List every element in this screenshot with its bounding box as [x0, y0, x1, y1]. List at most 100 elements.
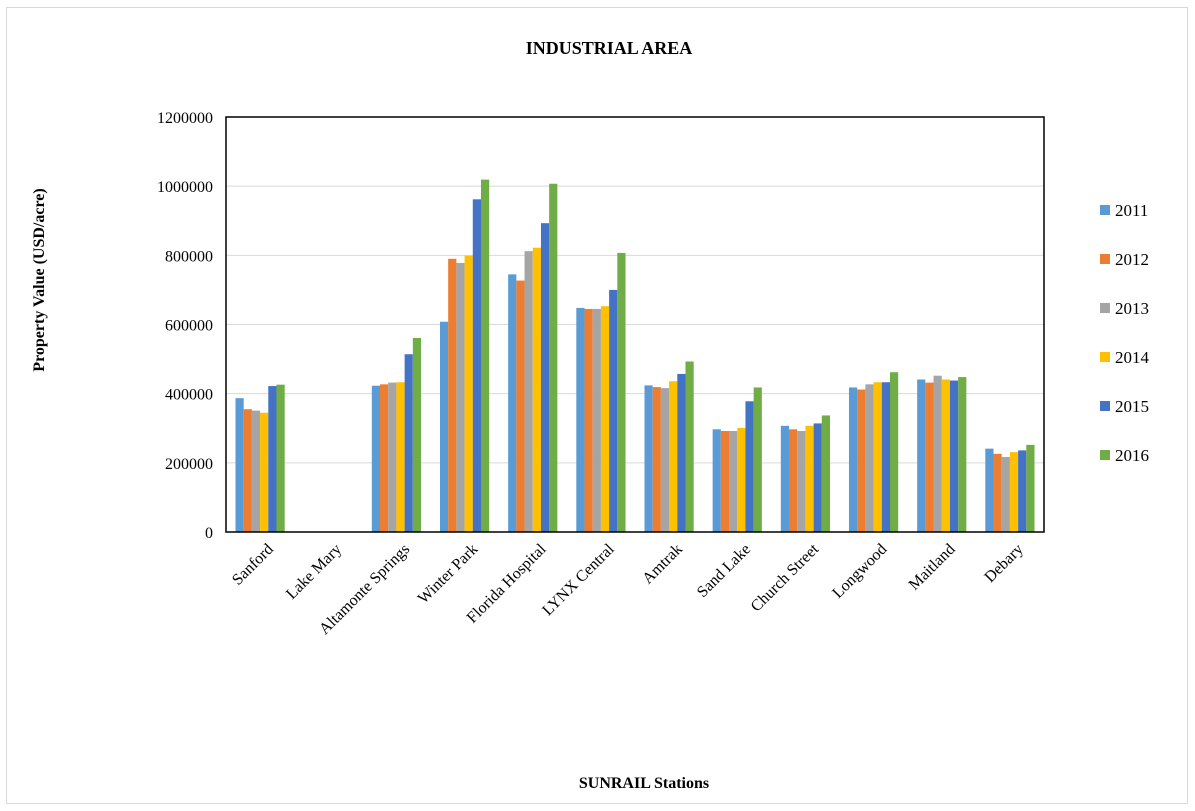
x-tick-label: Sand Lake — [694, 541, 754, 601]
bar-2016-7 — [753, 387, 762, 532]
x-tick-label: Maitland — [906, 541, 959, 594]
bar-2013-5 — [592, 308, 601, 532]
bar-2016-9 — [889, 372, 899, 532]
x-tick-label: Debary — [981, 541, 1026, 586]
bar-2011-10 — [917, 379, 926, 532]
x-tick-label: Amtrak — [639, 541, 686, 588]
y-tick-label: 200000 — [165, 456, 213, 473]
y-tick-label: 600000 — [165, 318, 213, 335]
bar-2013-8 — [797, 431, 806, 532]
bar-2013-6 — [660, 388, 670, 532]
y-tick-label: 1000000 — [157, 179, 213, 196]
bar-2013-11 — [1001, 456, 1010, 532]
y-axis-title: Property Value (USD/acre) — [31, 188, 48, 371]
plot-area-border — [225, 116, 1045, 533]
bar-2016-0 — [276, 384, 285, 532]
bar-2015-4 — [540, 223, 550, 532]
legend: 2011 2012 2013 2014 2015 2016 — [1100, 201, 1150, 465]
bar-2013-3 — [456, 262, 465, 532]
bar-2012-2 — [380, 384, 389, 532]
legend-swatch-2013 — [1100, 303, 1110, 313]
bar-2012-11 — [993, 453, 1002, 532]
y-tick-label: 800000 — [165, 248, 213, 265]
bar-2012-5 — [584, 308, 593, 532]
bar-2012-9 — [857, 389, 866, 532]
bar-2015-2 — [404, 354, 413, 532]
y-tick-label: 1200000 — [157, 110, 213, 127]
y-tick-label: 0 — [205, 525, 213, 542]
bar-2011-4 — [508, 274, 517, 532]
legend-label-2011: 2011 — [1115, 201, 1148, 220]
gridlines — [226, 185, 1044, 464]
bar-2015-7 — [745, 401, 754, 532]
bar-2012-6 — [652, 387, 661, 532]
x-tick-label: Church Street — [748, 540, 823, 615]
bar-2014-0 — [260, 412, 269, 532]
bar-2013-7 — [729, 431, 738, 532]
bar-2013-0 — [251, 410, 261, 532]
bar-2013-10 — [933, 375, 942, 532]
legend-label-2014: 2014 — [1115, 348, 1150, 367]
bar-2012-10 — [925, 382, 934, 532]
legend-swatch-2011 — [1100, 205, 1110, 215]
bar-2014-6 — [669, 381, 678, 532]
bar-2015-5 — [609, 289, 618, 532]
legend-label-2016: 2016 — [1115, 446, 1149, 465]
bars — [235, 179, 1035, 533]
legend-label-2012: 2012 — [1115, 250, 1149, 269]
legend-swatch-2015 — [1100, 401, 1110, 411]
x-tick-label: Sanford — [229, 541, 277, 589]
bar-2015-0 — [268, 386, 277, 532]
bar-2014-8 — [805, 425, 814, 532]
bar-2012-7 — [720, 431, 730, 532]
bar-2012-8 — [789, 429, 798, 532]
x-tick-label: LYNX Central — [539, 540, 618, 619]
legend-label-2013: 2013 — [1115, 299, 1149, 318]
y-tick-label: 400000 — [165, 387, 213, 404]
bar-2014-3 — [464, 255, 473, 532]
bar-2011-2 — [371, 385, 381, 532]
bar-2014-9 — [873, 382, 882, 532]
legend-label-2015: 2015 — [1115, 397, 1149, 416]
bar-2014-2 — [396, 382, 405, 532]
bar-2014-4 — [532, 247, 541, 532]
bar-2011-11 — [985, 448, 994, 532]
bar-2013-9 — [865, 384, 874, 532]
legend-swatch-2012 — [1100, 254, 1110, 264]
bar-2016-11 — [1026, 444, 1035, 532]
bar-2015-11 — [1018, 450, 1027, 532]
legend-swatch-2014 — [1100, 352, 1110, 362]
bar-2015-3 — [472, 199, 481, 532]
bar-2011-8 — [780, 425, 790, 532]
bar-2016-6 — [685, 361, 694, 532]
bar-2011-5 — [576, 307, 585, 532]
bar-2016-4 — [549, 183, 558, 532]
bar-2012-3 — [448, 258, 457, 532]
bar-2016-5 — [617, 252, 626, 532]
legend-swatch-2016 — [1100, 450, 1110, 460]
bar-2011-6 — [644, 385, 653, 532]
chart-frame: INDUSTRIAL AREA Property Value (USD/acre… — [6, 7, 1188, 804]
bar-2011-9 — [848, 387, 858, 532]
x-tick-label: Longwood — [829, 541, 890, 602]
bar-2013-2 — [388, 382, 397, 532]
x-tick-label: Winter Park — [415, 541, 482, 608]
bar-2016-8 — [821, 415, 831, 532]
bar-2012-0 — [243, 409, 252, 532]
chart-title: INDUSTRIAL AREA — [526, 38, 693, 58]
x-tick-label: Lake Mary — [283, 541, 345, 603]
bar-2016-10 — [958, 377, 967, 532]
bar-2015-9 — [881, 382, 890, 532]
x-axis-title: SUNRAIL Stations — [579, 775, 709, 792]
bar-2011-0 — [235, 398, 244, 532]
bar-2015-6 — [677, 373, 686, 532]
bar-2016-2 — [412, 337, 422, 532]
bar-2011-3 — [439, 321, 449, 532]
bar-2014-7 — [737, 427, 746, 532]
bar-2014-5 — [600, 306, 610, 532]
bar-2015-10 — [949, 380, 959, 532]
bar-2014-11 — [1009, 452, 1019, 532]
bar-2014-10 — [941, 379, 950, 532]
bar-2011-7 — [712, 429, 721, 532]
bar-2012-4 — [516, 280, 525, 532]
